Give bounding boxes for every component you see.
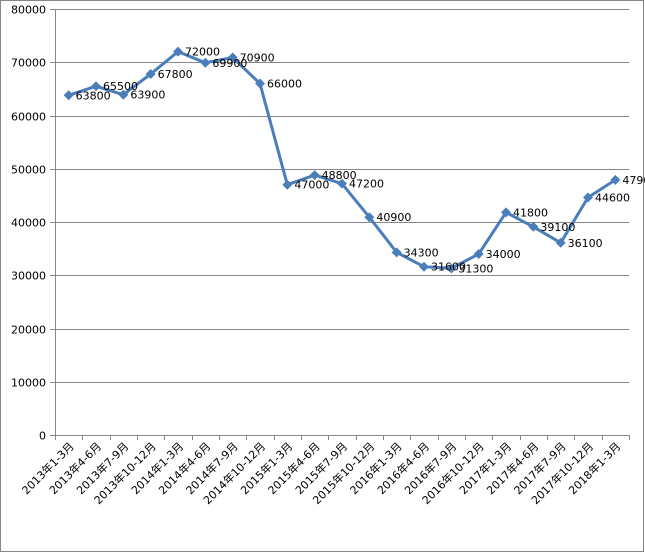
data-point-marker	[337, 178, 347, 189]
data-label: 34300	[404, 246, 439, 259]
data-label: 39100	[540, 221, 575, 234]
data-point-marker	[309, 170, 320, 181]
data-point-marker	[173, 46, 183, 57]
y-tick-label: 10000	[11, 377, 46, 390]
data-label: 47200	[349, 178, 384, 191]
data-label: 44600	[595, 192, 630, 205]
data-point-marker	[610, 174, 621, 185]
y-tick-label: 60000	[11, 111, 46, 124]
y-tick-label: 70000	[11, 57, 46, 70]
data-point-marker	[419, 261, 429, 272]
data-point-marker	[255, 78, 265, 89]
data-label: 69900	[212, 57, 247, 70]
data-label: 40900	[376, 211, 411, 224]
data-point-marker	[227, 52, 238, 63]
y-tick-label: 0	[39, 430, 46, 443]
data-point-marker	[282, 179, 293, 190]
data-label: 31600	[431, 261, 466, 274]
data-point-marker	[200, 57, 211, 68]
data-point-marker	[63, 90, 74, 101]
data-point-marker	[391, 247, 402, 258]
data-point-marker	[91, 81, 101, 92]
data-label: 72000	[185, 46, 220, 59]
y-tick-label: 50000	[11, 164, 46, 177]
data-point-marker	[501, 207, 511, 218]
y-tick-label: 40000	[11, 217, 46, 230]
data-label: 67800	[158, 68, 193, 81]
data-label: 31300	[458, 262, 493, 275]
data-label: 65500	[103, 80, 138, 93]
data-point-marker	[473, 248, 484, 259]
data-label: 47900	[622, 174, 645, 187]
data-label: 36100	[568, 237, 603, 250]
data-point-marker	[145, 68, 156, 79]
data-point-marker	[364, 212, 375, 223]
data-point-marker	[528, 221, 539, 232]
data-label: 63800	[76, 89, 111, 102]
data-label: 41800	[513, 206, 548, 219]
data-point-marker	[446, 263, 457, 274]
data-label: 66000	[267, 78, 302, 91]
data-point-marker	[118, 89, 129, 100]
data-point-marker	[583, 192, 593, 203]
data-label: 48800	[322, 169, 357, 182]
data-point-marker	[555, 237, 566, 248]
y-tick-label: 80000	[11, 4, 46, 17]
y-tick-label: 30000	[11, 270, 46, 283]
data-label: 63900	[130, 89, 165, 102]
series-line	[68, 50, 617, 270]
data-label: 34000	[486, 248, 521, 261]
y-tick-label: 20000	[11, 324, 46, 337]
data-label: 47000	[294, 179, 329, 192]
data-label: 70900	[240, 51, 275, 64]
